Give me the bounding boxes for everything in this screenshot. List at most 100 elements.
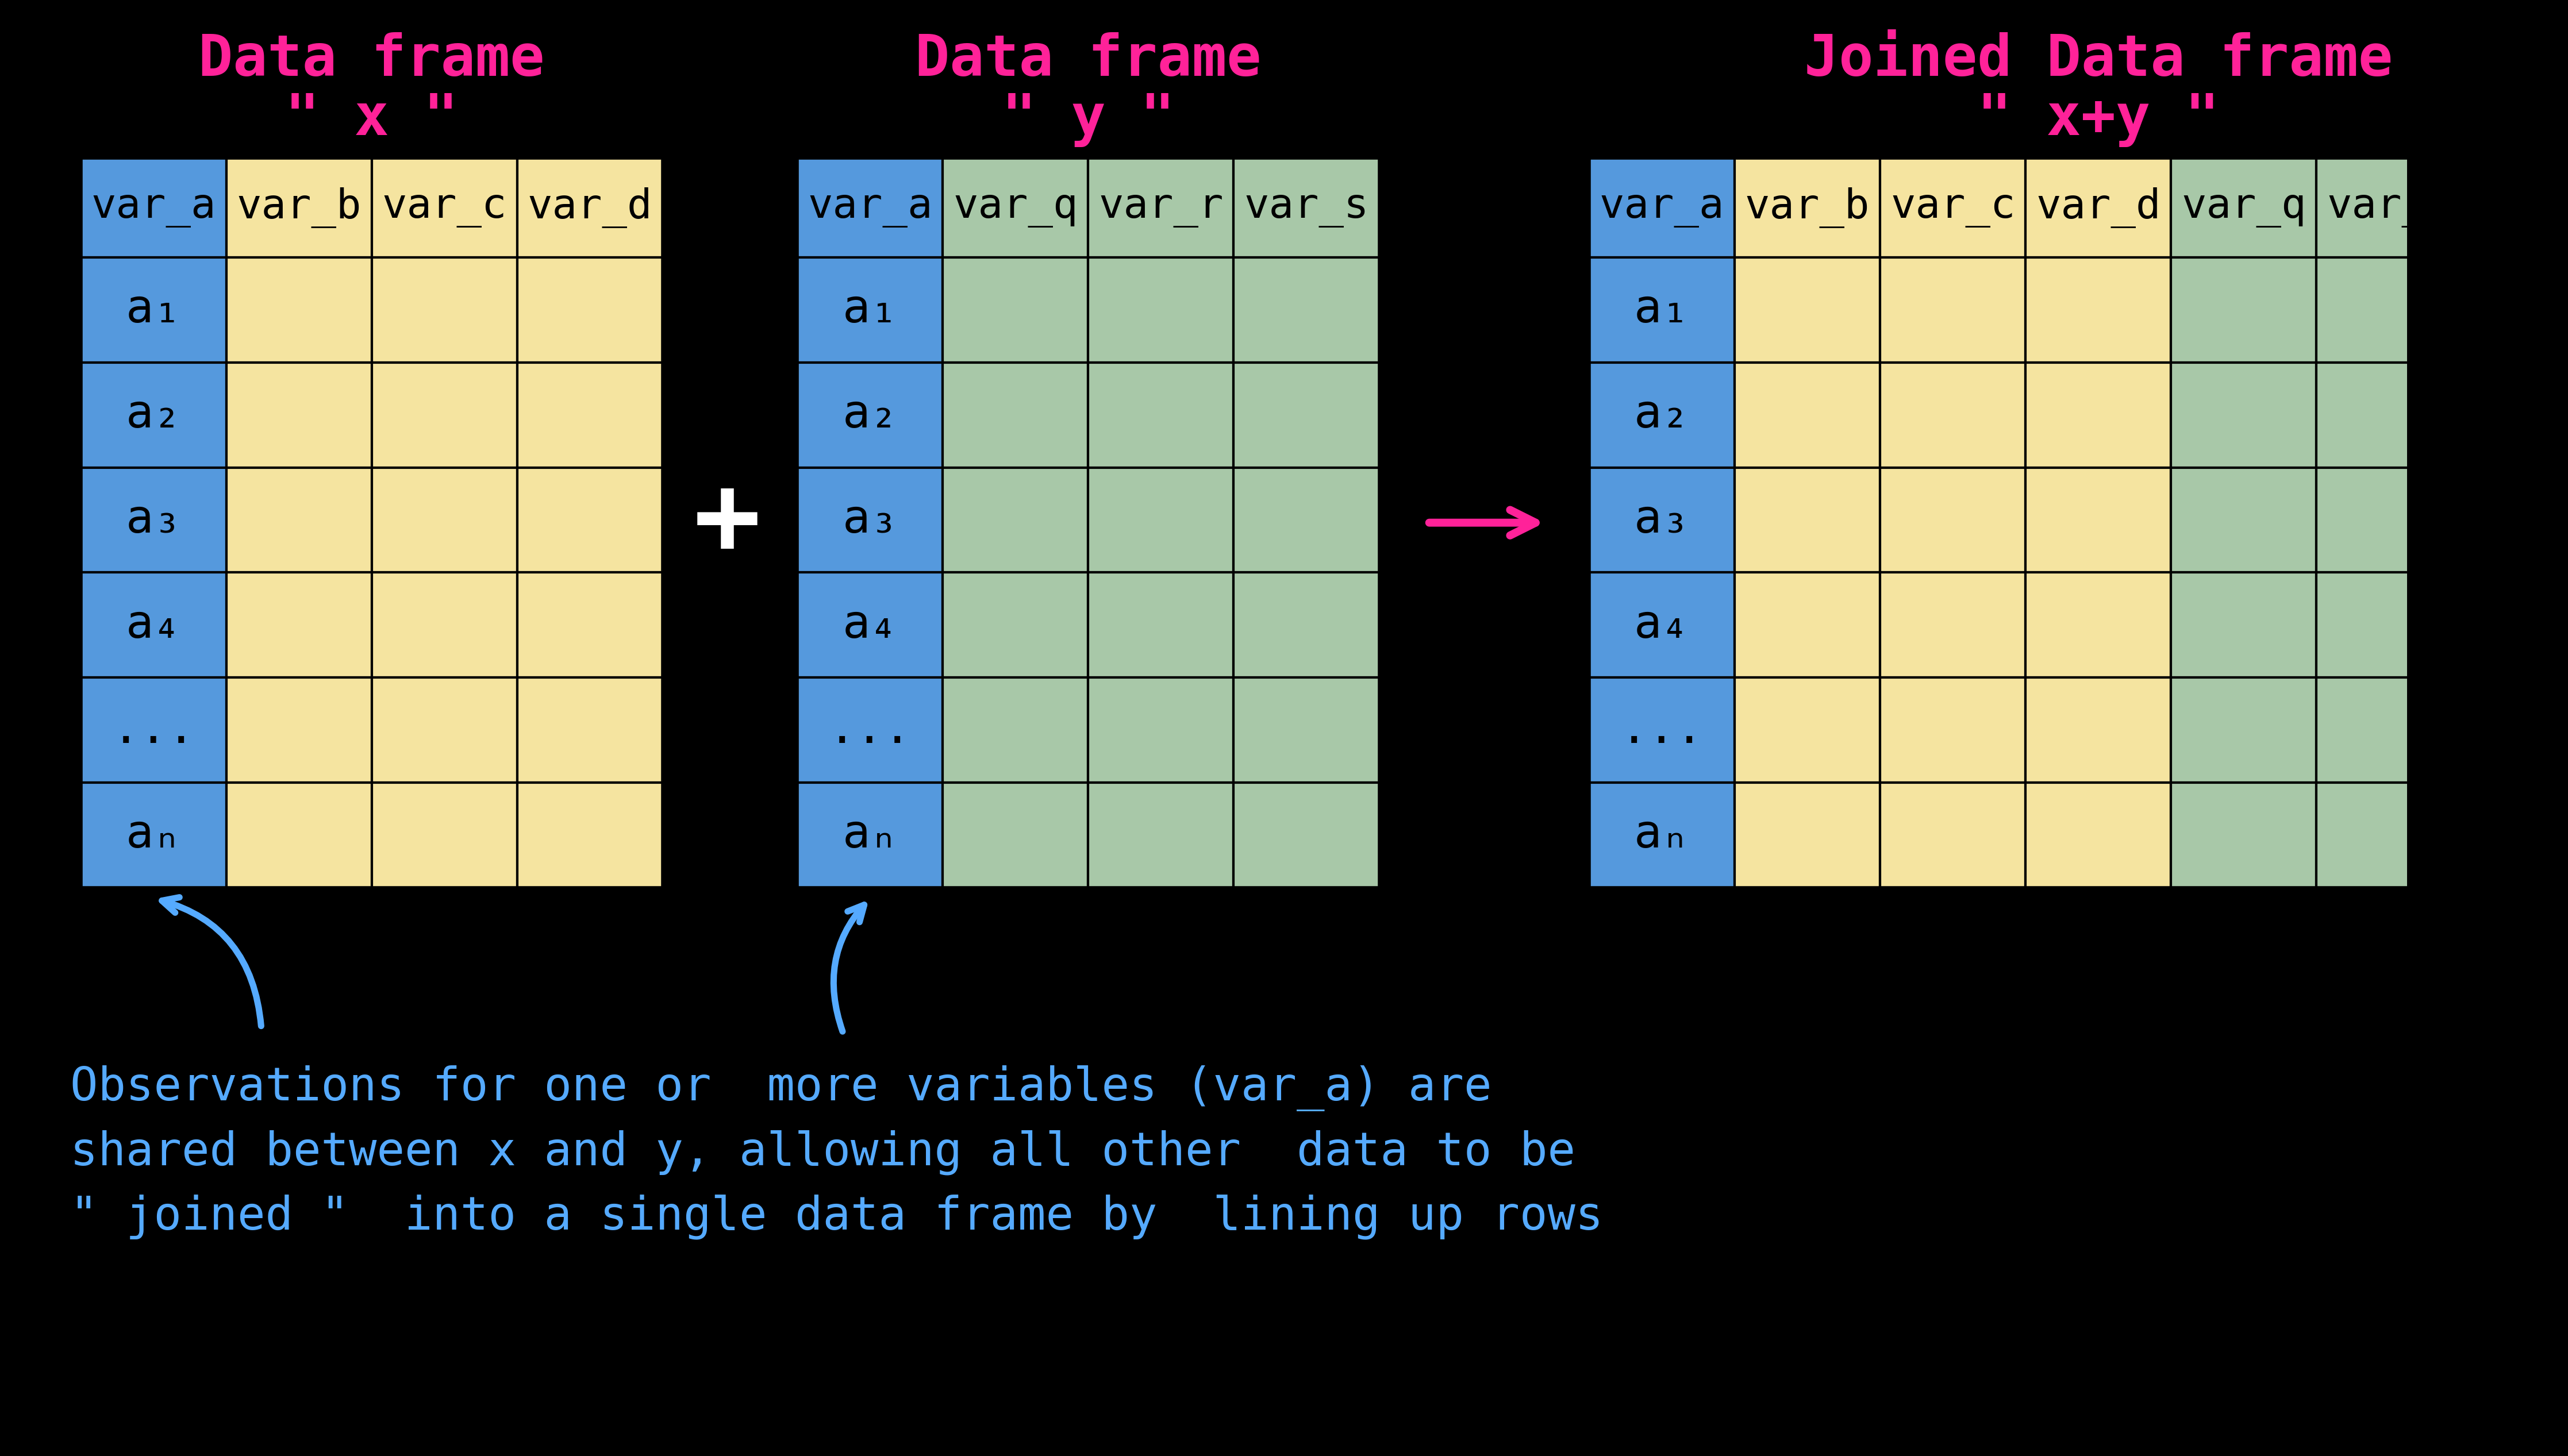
Bar <box>372 157 516 258</box>
Bar <box>2316 782 2463 888</box>
Bar <box>2026 572 2170 677</box>
Bar <box>2316 467 2463 572</box>
Bar <box>1590 782 1736 888</box>
Bar <box>2463 363 2568 467</box>
Text: Joined Data frame: Joined Data frame <box>1803 32 2393 87</box>
Bar <box>1880 677 2026 782</box>
Bar <box>1089 157 1233 258</box>
Text: aₙ: aₙ <box>1633 812 1690 858</box>
Bar <box>1736 782 1880 888</box>
Bar <box>2026 363 2170 467</box>
Text: a₃: a₃ <box>126 498 182 543</box>
Bar <box>2026 782 2170 888</box>
Bar <box>2316 157 2463 258</box>
Text: a₂: a₂ <box>842 393 899 437</box>
Bar <box>2170 157 2316 258</box>
Bar <box>1880 467 2026 572</box>
Bar <box>372 677 516 782</box>
Text: a₄: a₄ <box>126 603 182 648</box>
Bar <box>942 782 1089 888</box>
Bar <box>1233 258 1379 363</box>
Bar <box>516 572 663 677</box>
Bar <box>1089 782 1233 888</box>
Bar <box>2170 363 2316 467</box>
Bar <box>2316 677 2463 782</box>
Bar <box>2463 157 2568 258</box>
Bar <box>2316 572 2463 677</box>
Text: a₁: a₁ <box>1633 287 1690 332</box>
Text: var_q: var_q <box>953 188 1079 227</box>
Bar <box>942 363 1089 467</box>
Bar <box>2170 782 2316 888</box>
Text: var_b: var_b <box>1744 188 1870 229</box>
Bar <box>226 363 372 467</box>
Bar <box>1590 157 1736 258</box>
Bar <box>2463 258 2568 363</box>
Bar <box>942 467 1089 572</box>
Bar <box>1233 677 1379 782</box>
Bar <box>942 677 1089 782</box>
Bar <box>1880 157 2026 258</box>
Bar <box>2463 467 2568 572</box>
Text: Data frame: Data frame <box>198 32 544 87</box>
Text: var_q: var_q <box>2180 188 2306 227</box>
Bar <box>942 572 1089 677</box>
Bar <box>2026 677 2170 782</box>
Text: var_b: var_b <box>236 188 362 229</box>
Bar <box>1880 782 2026 888</box>
Bar <box>372 782 516 888</box>
Bar <box>1880 572 2026 677</box>
Bar <box>1736 677 1880 782</box>
Bar <box>80 572 226 677</box>
Bar <box>942 258 1089 363</box>
Bar <box>1736 467 1880 572</box>
Bar <box>2170 677 2316 782</box>
Bar <box>516 258 663 363</box>
Bar <box>80 782 226 888</box>
Bar <box>372 258 516 363</box>
Text: a₂: a₂ <box>126 393 182 437</box>
Text: Data frame: Data frame <box>914 32 1261 87</box>
Bar <box>372 363 516 467</box>
Bar <box>1233 467 1379 572</box>
Text: Observations for one or  more variables (var_a) are: Observations for one or more variables (… <box>69 1066 1492 1111</box>
Bar <box>80 677 226 782</box>
Bar <box>80 467 226 572</box>
Text: a₄: a₄ <box>842 603 899 648</box>
Text: a₃: a₃ <box>1633 498 1690 543</box>
Bar <box>2026 258 2170 363</box>
Text: " joined "  into a single data frame by  lining up rows: " joined " into a single data frame by l… <box>69 1194 1602 1239</box>
Bar <box>2316 363 2463 467</box>
Bar <box>80 157 226 258</box>
Text: var_d: var_d <box>526 188 652 229</box>
Bar <box>1590 157 2568 888</box>
Bar <box>2463 572 2568 677</box>
Bar <box>1590 572 1736 677</box>
Bar <box>1590 363 1736 467</box>
Bar <box>1089 677 1233 782</box>
Bar <box>796 572 942 677</box>
Bar <box>1233 363 1379 467</box>
Bar <box>2316 258 2463 363</box>
Bar <box>1590 467 1736 572</box>
Text: a₂: a₂ <box>1633 393 1690 437</box>
Text: var_r: var_r <box>2327 188 2452 227</box>
Bar <box>516 782 663 888</box>
Text: var_d: var_d <box>2036 188 2160 229</box>
Bar <box>1880 258 2026 363</box>
Bar <box>2170 258 2316 363</box>
Bar <box>226 157 372 258</box>
Bar <box>796 157 1379 888</box>
Bar <box>1736 572 1880 677</box>
Bar <box>516 677 663 782</box>
Bar <box>80 157 663 888</box>
Bar <box>80 363 226 467</box>
Bar <box>372 572 516 677</box>
Bar <box>1736 363 1880 467</box>
Bar <box>796 258 942 363</box>
Bar <box>226 782 372 888</box>
Text: a₁: a₁ <box>126 287 182 332</box>
Text: " x ": " x " <box>285 92 457 147</box>
Bar <box>1089 363 1233 467</box>
Bar <box>516 467 663 572</box>
